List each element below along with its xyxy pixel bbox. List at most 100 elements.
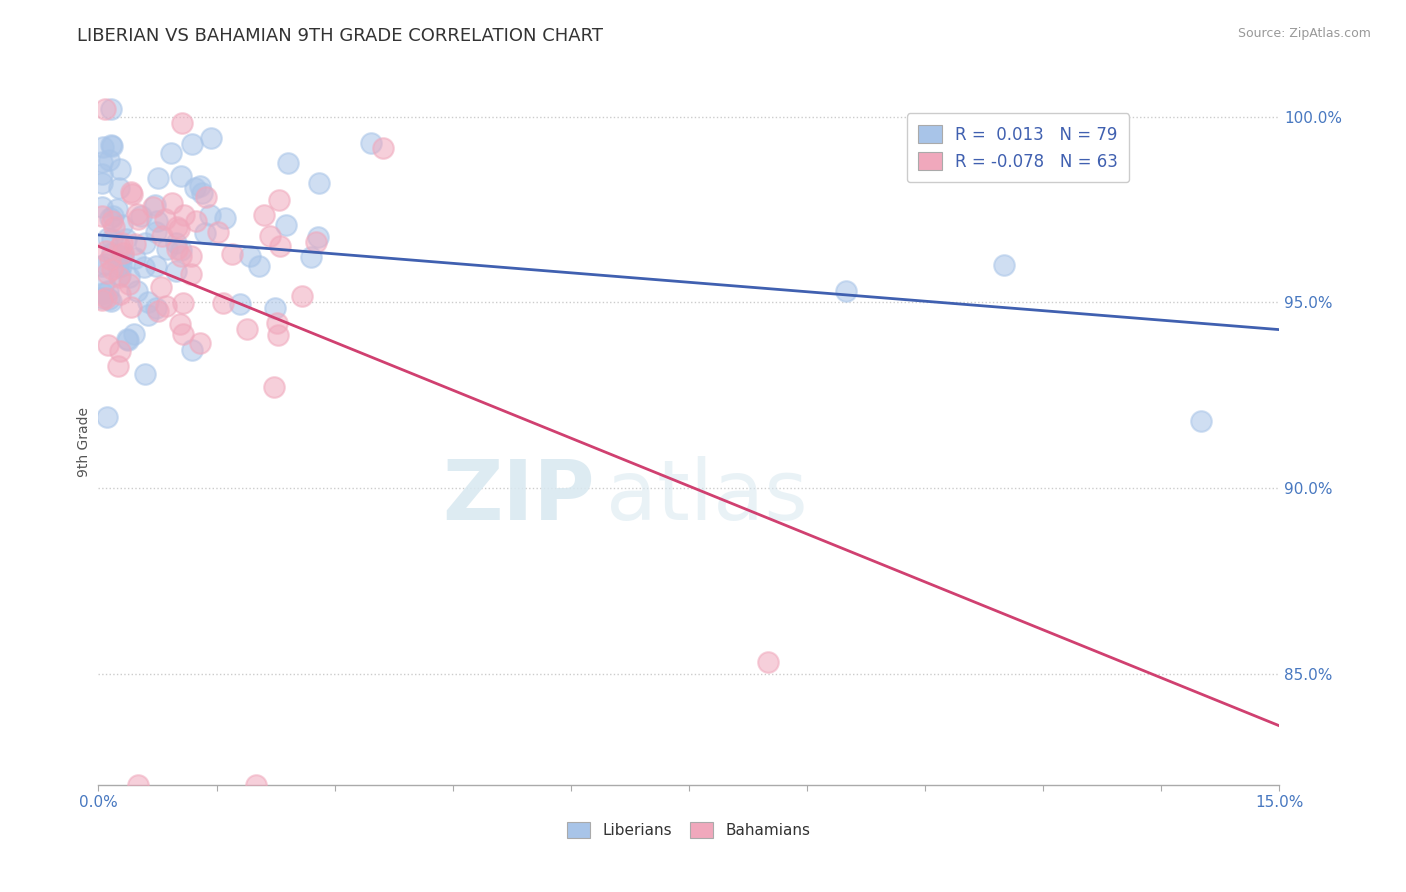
Point xyxy=(172,327,194,342)
Point xyxy=(236,322,259,336)
Point xyxy=(112,249,135,263)
Point xyxy=(172,295,194,310)
Point xyxy=(188,336,211,351)
Point xyxy=(194,226,217,240)
Point xyxy=(245,778,267,792)
Point xyxy=(253,208,276,222)
Point xyxy=(125,285,148,299)
Point xyxy=(117,333,139,347)
Point xyxy=(259,229,281,244)
Point xyxy=(110,249,132,263)
Point xyxy=(97,284,120,298)
Point xyxy=(120,300,142,314)
Point xyxy=(100,293,122,308)
Point xyxy=(190,179,212,194)
Point xyxy=(145,259,167,273)
Point xyxy=(111,235,134,250)
Point xyxy=(156,243,179,257)
Point xyxy=(96,409,118,424)
Point xyxy=(125,207,148,221)
Point xyxy=(195,190,218,204)
Point xyxy=(121,186,143,201)
Point xyxy=(105,202,128,216)
Point xyxy=(186,213,208,227)
Point xyxy=(110,239,132,253)
Point xyxy=(184,181,207,195)
Point xyxy=(212,295,235,310)
Point xyxy=(107,270,129,285)
Point xyxy=(274,218,297,232)
Point xyxy=(247,259,270,273)
Point xyxy=(107,359,129,374)
Point xyxy=(180,267,202,281)
Point xyxy=(100,102,122,116)
Point xyxy=(134,235,156,250)
Point xyxy=(146,304,169,318)
Point xyxy=(169,222,191,236)
Point xyxy=(165,264,187,278)
Point xyxy=(835,284,858,298)
Point xyxy=(132,260,155,274)
Point xyxy=(142,201,165,215)
Point xyxy=(118,270,141,285)
Point xyxy=(101,262,124,277)
Point xyxy=(165,236,187,251)
Point xyxy=(93,276,115,290)
Point xyxy=(170,243,193,257)
Point xyxy=(207,225,229,239)
Point xyxy=(101,214,124,228)
Point xyxy=(115,232,138,246)
Point xyxy=(96,267,118,281)
Point xyxy=(98,292,121,306)
Point xyxy=(198,208,221,222)
Text: atlas: atlas xyxy=(606,456,808,537)
Point xyxy=(229,296,252,310)
Point xyxy=(150,280,173,294)
Point xyxy=(166,242,188,256)
Point xyxy=(169,317,191,331)
Point xyxy=(124,236,146,251)
Point xyxy=(180,249,202,263)
Point xyxy=(155,299,177,313)
Point xyxy=(277,156,299,170)
Point xyxy=(94,257,117,271)
Point xyxy=(91,293,114,308)
Point xyxy=(181,343,204,357)
Point xyxy=(111,246,134,260)
Y-axis label: 9th Grade: 9th Grade xyxy=(77,407,91,476)
Point xyxy=(267,193,290,207)
Point xyxy=(127,778,149,792)
Point xyxy=(136,294,159,309)
Point xyxy=(108,162,131,177)
Point xyxy=(145,301,167,315)
Text: Source: ZipAtlas.com: Source: ZipAtlas.com xyxy=(1237,27,1371,40)
Point xyxy=(100,138,122,153)
Point xyxy=(111,218,134,232)
Point xyxy=(200,130,222,145)
Point xyxy=(97,337,120,351)
Point xyxy=(108,268,131,282)
Point xyxy=(131,209,153,223)
Point xyxy=(263,380,285,394)
Point xyxy=(91,154,114,169)
Point xyxy=(103,219,125,234)
Point xyxy=(146,214,169,228)
Point xyxy=(291,288,314,302)
Point xyxy=(94,244,117,259)
Point xyxy=(146,171,169,186)
Point xyxy=(120,185,142,199)
Point xyxy=(299,250,322,264)
Point xyxy=(91,285,114,300)
Point xyxy=(91,200,114,214)
Point xyxy=(307,230,329,244)
Point xyxy=(308,176,330,190)
Point xyxy=(91,259,114,273)
Point xyxy=(153,211,176,226)
Point xyxy=(160,146,183,161)
Point xyxy=(173,208,195,222)
Point xyxy=(124,251,146,265)
Point xyxy=(91,291,114,305)
Point xyxy=(266,316,288,330)
Point xyxy=(145,225,167,239)
Point xyxy=(239,250,262,264)
